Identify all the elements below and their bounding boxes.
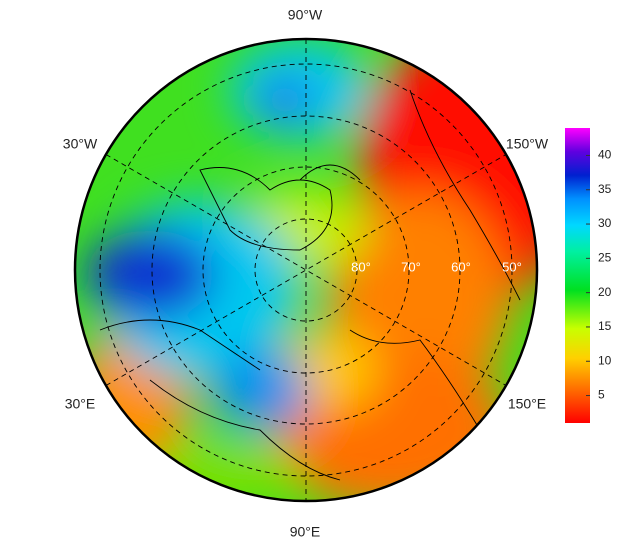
- latitude-label: 50°: [502, 259, 522, 274]
- longitude-label: 90°W: [288, 7, 323, 23]
- longitude-label: 30°E: [65, 396, 96, 412]
- colorbar-tick-label: 40: [598, 148, 612, 162]
- longitude-label: 90°E: [290, 524, 321, 540]
- latitude-label: 80°: [351, 259, 371, 274]
- colorbar-tick-label: 5: [598, 388, 605, 402]
- colorbar-tick-label: 15: [598, 319, 612, 333]
- longitude-label: 150°E: [508, 396, 546, 412]
- colorbar-ticks: 5 10 15 20 25 30 35 40: [586, 148, 612, 402]
- colorbar-tick-label: 20: [598, 285, 612, 299]
- map-border: [73, 37, 539, 503]
- longitude-label: 150°W: [506, 136, 549, 152]
- latitude-label: 60°: [451, 259, 471, 274]
- colorbar-tick-label: 10: [598, 353, 612, 367]
- colorbar-tick-label: 35: [598, 182, 612, 196]
- graticule: [99, 39, 513, 501]
- latitude-label: 70°: [401, 259, 421, 274]
- longitude-label: 30°W: [63, 136, 98, 152]
- colorbar: [565, 128, 590, 423]
- colorbar-tick-label: 30: [598, 216, 612, 230]
- colorbar-tick-label: 25: [598, 251, 612, 265]
